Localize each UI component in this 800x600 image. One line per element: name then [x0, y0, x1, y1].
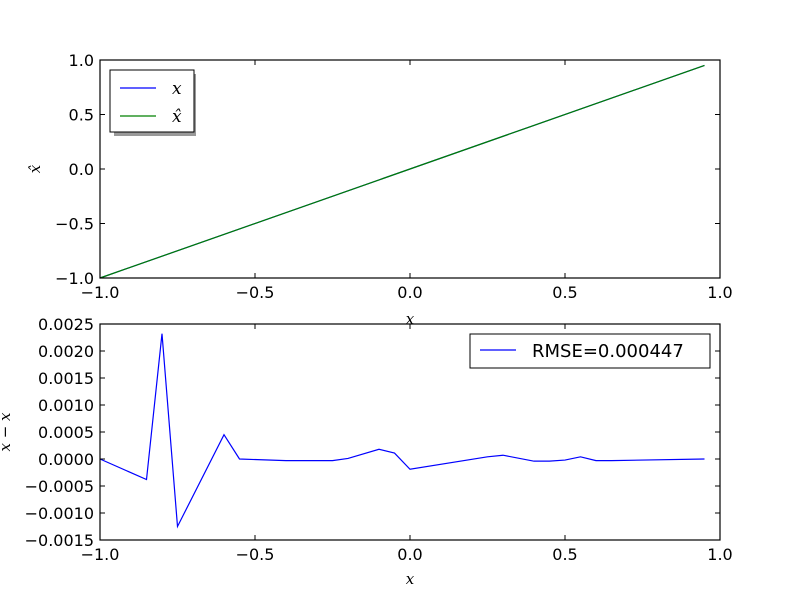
bottom-x-tick-label: 0.0	[397, 545, 422, 564]
bottom-y-tick-label: −0.0015	[25, 531, 94, 550]
top-legend-box	[109, 69, 195, 133]
bottom-x-tick-label: −1.0	[81, 545, 120, 564]
bottom-legend: RMSE=0.000447	[469, 333, 711, 369]
bottom-y-tick-label: 0.0010	[38, 396, 94, 415]
bottom-panel: −1.0 −0.5 0.0 0.5 1.0 −0.0015 −0.0010 −0.0005 0.…	[0, 315, 733, 588]
top-x-tick-label: −1.0	[81, 283, 120, 302]
bottom-y-tick-label: −0.0010	[25, 504, 94, 523]
bottom-x-tick-label: −0.5	[236, 545, 275, 564]
top-y-tick-label: 0.0	[69, 160, 94, 179]
bottom-y-tick-label: 0.0020	[38, 342, 94, 361]
top-y-tick-label: 0.5	[69, 106, 94, 125]
top-series-lines	[99, 64, 705, 279]
top-series-line-1	[99, 64, 705, 279]
bottom-x-axis-label: x	[406, 570, 415, 588]
top-x-tick-label: 1.0	[707, 283, 732, 302]
bottom-x-tick-label: 0.5	[552, 545, 577, 564]
bottom-y-tick-label: 0.0015	[38, 369, 94, 388]
top-ticks: −1.0 −0.5 0.0 0.5 1.0 −1.0 −0.5 0.0 0.5 1.0	[55, 51, 733, 302]
top-legend-label-x: x	[172, 79, 182, 99]
bottom-y-tick-label: 0.0025	[38, 315, 94, 334]
top-y-tick-label: 1.0	[69, 51, 94, 70]
top-panel: −1.0 −0.5 0.0 0.5 1.0−1.0−0.50.00.51.0 x x̂ …	[26, 51, 733, 328]
top-legend-label-xhat: x̂	[172, 107, 182, 127]
bottom-y-tick-label: 0.0005	[38, 423, 94, 442]
bottom-legend-label: RMSE=0.000447	[532, 341, 684, 362]
top-x-axis-label: x	[406, 310, 415, 328]
top-x-tick-label: 0.5	[552, 283, 577, 302]
bottom-series-line-0	[99, 333, 705, 529]
top-x-tick-label: 0.0	[397, 283, 422, 302]
bottom-x-tick-label: 1.0	[707, 545, 732, 564]
top-y-axis-label: x̂	[26, 164, 44, 173]
bottom-y-tick-label: 0.0000	[38, 450, 94, 469]
bottom-y-tick-label: −0.0005	[25, 477, 94, 496]
bottom-legend-box	[469, 333, 711, 369]
top-legend: x x̂	[109, 69, 196, 136]
bottom-ticks: −1.0 −0.5 0.0 0.5 1.0 −0.0015 −0.0010 −0.0005 0.…	[25, 315, 733, 564]
top-y-tick-label: −0.5	[55, 215, 94, 234]
bottom-series-lines	[99, 333, 705, 529]
top-y-tick-label: −1.0	[55, 269, 94, 288]
bottom-y-axis-label: x − x	[0, 412, 14, 452]
top-x-tick-label: −0.5	[236, 283, 275, 302]
